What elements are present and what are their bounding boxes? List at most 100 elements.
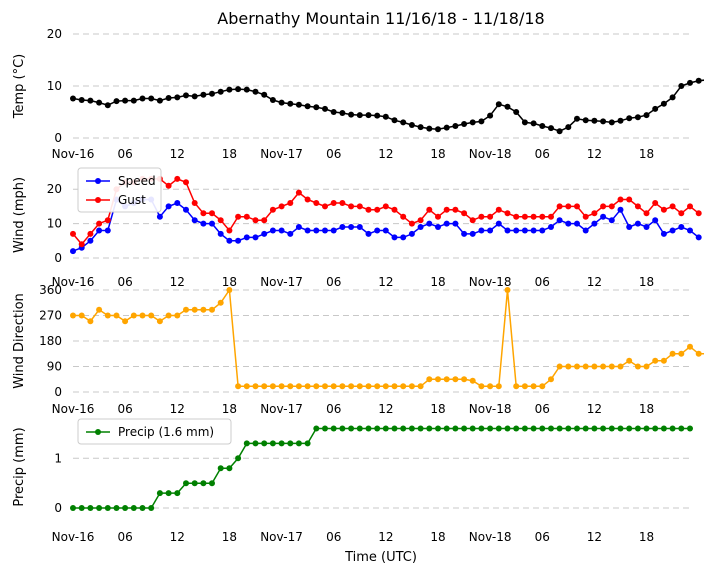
data-point [295,189,302,196]
data-point [313,104,320,111]
data-point [426,425,433,432]
data-point [139,312,146,319]
data-point [487,383,494,390]
data-point [217,230,224,237]
data-point [313,200,320,206]
data-point [304,383,311,390]
data-point [130,97,137,104]
data-point [487,112,494,119]
legend-entry: Speed [118,174,156,188]
x-tick-label: 06 [535,275,550,289]
data-point [513,227,520,234]
data-point [530,227,537,234]
x-tick-label: 06 [326,402,341,416]
data-point [96,220,103,227]
data-point [200,210,207,217]
data-point [478,425,485,432]
y-tick-label: 10 [47,79,62,93]
data-point [400,213,407,220]
data-point [252,440,259,447]
data-point [643,425,650,432]
data-point [295,224,302,230]
data-point [269,440,276,447]
data-point [374,112,381,119]
data-point [626,357,633,364]
data-point [122,505,129,511]
data-point [643,112,650,119]
data-point [565,220,572,227]
series-line [73,287,704,388]
data-point [574,115,580,122]
data-point [600,363,607,370]
data-point [191,480,198,487]
x-tick-label: 12 [170,402,185,416]
data-point [435,376,441,383]
data-point [400,383,407,390]
data-point [226,237,233,244]
data-point [582,363,589,370]
data-point [417,224,424,230]
x-tick-label: 18 [222,147,237,161]
data-point [339,425,346,432]
data-point [669,425,676,432]
data-point [87,237,94,244]
data-point [339,383,346,390]
data-point [626,224,633,230]
data-point [183,480,189,487]
data-point [400,234,407,241]
data-point [217,465,224,472]
data-point [417,217,424,224]
data-point [417,383,424,390]
x-tick-label: 12 [587,402,602,416]
data-point [591,425,598,432]
data-point [330,109,337,115]
data-point [348,425,355,432]
data-point [122,97,129,104]
data-point [617,363,624,370]
x-tick-label: Nov-16 [52,275,95,289]
x-tick-label: 06 [535,147,550,161]
data-point [487,227,494,234]
data-point [322,227,328,234]
data-point [252,234,259,241]
data-point [695,77,702,84]
x-tick-label: Nov-18 [469,530,512,544]
data-point [521,383,528,390]
data-point [322,203,328,210]
panel-3: 0 1 Precip (mm) Nov-16 06 12 18 Nov-17 06 12 18 Nov… [12,418,693,544]
data-point [678,224,685,230]
data-point [356,112,363,119]
data-point [634,425,641,432]
data-point [217,299,224,306]
x-tick-label: 12 [378,530,393,544]
data-point [652,200,659,206]
data-point [539,383,546,390]
data-point [113,505,120,511]
data-point [582,117,589,124]
data-point [243,440,250,447]
data-point [478,213,485,220]
data-point [452,376,459,383]
data-point [461,230,468,237]
data-point [548,224,554,230]
data-point [104,505,111,511]
chart-title: Abernathy Mountain 11/16/18 - 11/18/18 [217,9,544,28]
data-point [156,490,163,497]
data-point [513,383,520,390]
data-point [426,125,433,132]
data-point [600,213,607,220]
data-point [269,383,276,390]
data-point [504,227,511,234]
data-point [608,119,615,126]
data-point [374,227,381,234]
data-point [539,123,546,129]
x-tick-label: Nov-18 [469,402,512,416]
data-point [304,227,311,234]
data-point [617,196,624,203]
data-point [356,425,363,432]
x-tick-label: 18 [430,147,445,161]
data-point [652,425,659,432]
data-point [687,227,693,234]
x-tick-label: 06 [326,530,341,544]
data-point [461,376,468,383]
